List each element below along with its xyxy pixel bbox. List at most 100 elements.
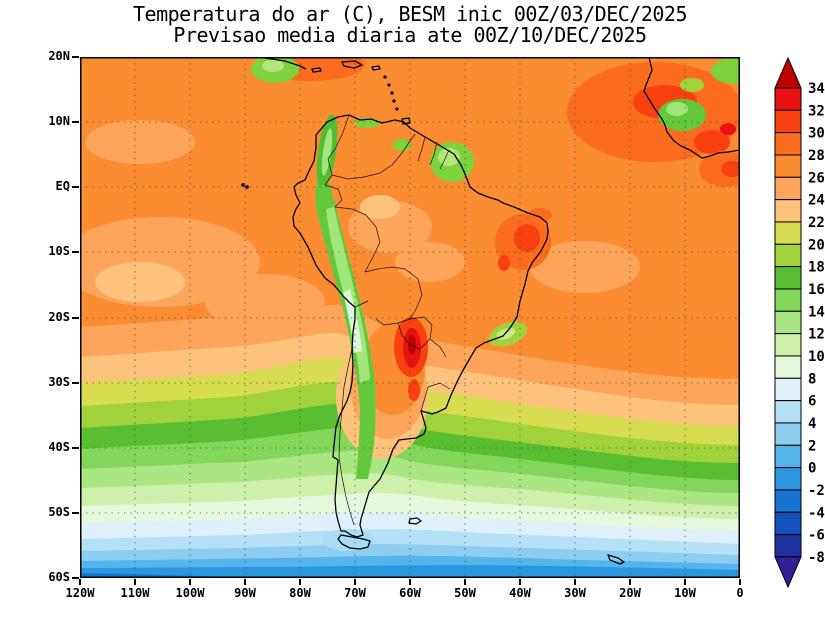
colorbar-tick-label: 14 [808,304,825,320]
colorbar: 34 32 30 28 26 24 22 20 18 16 14 12 10 8 6 4 2 0 -2 -4 -6 -8 [770,0,825,637]
y-tick-mark [72,446,79,449]
x-tick-label: 110W [120,586,150,600]
x-tick-label: 20W [619,586,641,600]
colorbar-cell [774,132,802,156]
y-tick-mark [72,577,79,579]
colorbar-tick-label: 28 [808,148,825,164]
x-tick-mark [409,579,411,585]
map-frame [80,57,740,578]
y-tick-mark [72,316,79,319]
coastlines [241,56,741,565]
x-tick-mark [684,579,686,585]
x-tick-mark [79,579,81,585]
colorbar-cell [774,400,802,424]
x-tick-label: 120W [65,586,95,600]
x-tick-mark [574,579,576,585]
y-tick-mark [72,381,79,384]
colorbar-cell [774,511,802,536]
colorbar-tick-label: 10 [808,349,825,365]
chart-title-line2: Previsao media diaria ate 00Z/10/DEC/202… [173,23,647,47]
map-plot-area [60,49,759,578]
x-tick-label: 100W [175,586,205,600]
colorbar-over-triangle [774,56,802,89]
x-tick-mark [629,579,631,585]
colorbar-tick-label: -4 [808,505,825,521]
y-tick-label: 10N [48,114,70,129]
colorbar-tick-label: 24 [808,193,825,209]
y-tick-mark [72,511,79,514]
x-tick-label: 0 [736,586,744,600]
colorbar-cell [774,199,802,223]
y-tick-mark [72,56,79,58]
colorbar-cell [774,266,802,290]
x-tick-label: 10W [674,586,696,600]
x-tick-label: 60W [399,586,421,600]
colorbar-cell [774,176,802,201]
y-tick-label: EQ [55,179,70,194]
x-tick-mark [134,579,136,585]
x-tick-mark [189,579,191,585]
x-tick-label: 40W [509,586,531,600]
colorbar-tick-label: 18 [808,260,825,276]
y-tick-mark [72,251,79,254]
colorbar-tick-label: 8 [808,371,816,387]
colorbar-cell [774,243,802,268]
y-tick-label: 20N [48,49,70,63]
y-tick-label: 30S [48,374,70,389]
colorbar-under-triangle [774,556,802,589]
colorbar-cell [774,444,802,469]
y-tick-label: 10S [48,244,70,259]
colorbar-tick-label: 26 [808,170,825,186]
x-tick-mark [739,579,741,585]
colorbar-cell [774,333,802,357]
country-borders [324,114,451,526]
colorbar-cell [774,355,802,379]
colorbar-cell [774,310,802,335]
temperature-map [60,49,759,578]
y-tick-mark [72,186,79,189]
colorbar-cell [774,109,802,134]
y-tick-label: 60S [48,570,70,584]
colorbar-tick-label: 32 [808,103,825,119]
colorbar-cell [774,377,802,402]
x-tick-mark [244,579,246,585]
colorbar-cell [774,467,802,491]
x-tick-label: 90W [234,586,256,600]
colorbar-tick-label: 34 [808,81,825,97]
x-tick-label: 30W [564,586,586,600]
x-tick-mark [464,579,466,585]
colorbar-tick-label: 20 [808,237,825,253]
colorbar-tick-label: 0 [808,461,816,477]
colorbar-tick-label: -2 [808,483,825,499]
colorbar-tick-label: 30 [808,126,825,142]
y-tick-label: 20S [48,309,70,324]
x-tick-mark [354,579,356,585]
colorbar-tick-label: 6 [808,394,816,410]
x-tick-mark [299,579,301,585]
colorbar-cell [774,422,802,446]
x-tick-mark [519,579,521,585]
colorbar-cell [774,489,802,513]
x-tick-label: 80W [289,586,311,600]
y-tick-mark [72,121,79,124]
colorbar-cell [774,221,802,245]
colorbar-cell [774,87,802,111]
andes-cool-strip [315,185,376,551]
chart-title-line1: Temperatura do ar (C), BESM inic 00Z/03/… [133,2,687,26]
y-tick-label: 40S [48,439,70,454]
colorbar-cell [774,534,802,558]
colorbar-tick-label: 12 [808,327,825,343]
x-tick-label: 70W [344,586,366,600]
colorbar-cell [774,154,802,178]
colorbar-tick-label: -8 [808,550,825,566]
colorbar-tick-label: 16 [808,282,825,298]
x-tick-label: 50W [454,586,476,600]
colorbar-tick-label: 22 [808,215,825,231]
colorbar-cell [774,288,802,312]
y-tick-label: 50S [48,504,70,519]
colorbar-tick-label: 2 [808,438,816,454]
colorbar-tick-label: 4 [808,416,816,432]
colorbar-tick-label: -6 [808,528,825,544]
